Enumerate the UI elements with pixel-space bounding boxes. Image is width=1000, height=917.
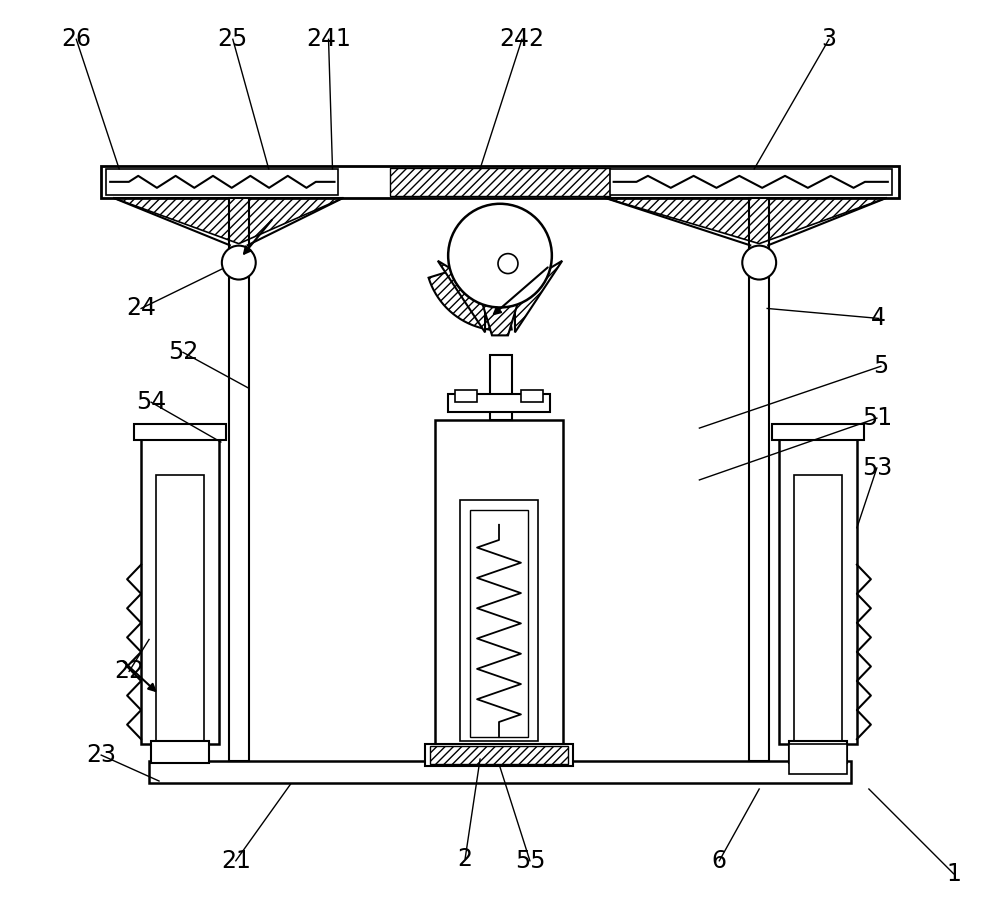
Bar (134, 424, 226, 440)
Circle shape (498, 254, 518, 273)
Bar (151, 741, 209, 763)
Text: 241: 241 (306, 28, 351, 51)
Text: 21: 21 (221, 849, 251, 873)
Bar (789, 741, 847, 763)
Bar (460, 500, 538, 741)
Bar (789, 744, 847, 774)
Circle shape (448, 204, 552, 307)
Text: 3: 3 (822, 28, 837, 51)
Bar (156, 475, 204, 741)
Bar (425, 744, 573, 766)
Bar (470, 510, 528, 737)
Text: 22: 22 (114, 659, 144, 683)
Text: 25: 25 (218, 28, 248, 51)
Polygon shape (438, 260, 485, 332)
Text: 6: 6 (712, 849, 727, 873)
Bar (390, 168, 610, 196)
Polygon shape (515, 260, 562, 332)
Bar (521, 391, 543, 403)
Bar (106, 169, 338, 194)
Text: 2: 2 (458, 846, 473, 871)
Text: 53: 53 (862, 456, 892, 480)
Bar (610, 169, 892, 194)
Bar (772, 424, 864, 440)
Bar (448, 394, 550, 412)
Circle shape (222, 246, 256, 280)
Text: 52: 52 (168, 340, 198, 364)
Text: 242: 242 (499, 28, 544, 51)
Bar (779, 432, 857, 744)
Text: 23: 23 (86, 743, 116, 768)
Text: 54: 54 (136, 390, 166, 414)
Circle shape (742, 246, 776, 280)
Text: 51: 51 (862, 406, 892, 430)
Bar (149, 761, 851, 783)
Bar (455, 391, 477, 403)
Bar (435, 420, 563, 744)
Bar (101, 166, 899, 198)
Text: 55: 55 (515, 849, 545, 873)
Text: 26: 26 (61, 28, 91, 51)
Text: 1: 1 (946, 862, 961, 886)
Bar (229, 198, 249, 761)
Polygon shape (429, 271, 512, 330)
Text: 4: 4 (871, 306, 886, 330)
Bar (490, 355, 512, 420)
Text: 24: 24 (126, 296, 156, 320)
Bar (794, 475, 842, 741)
Bar (749, 198, 769, 761)
Bar (141, 432, 219, 744)
Bar (430, 746, 568, 764)
Text: 5: 5 (873, 354, 888, 379)
Polygon shape (482, 303, 518, 336)
